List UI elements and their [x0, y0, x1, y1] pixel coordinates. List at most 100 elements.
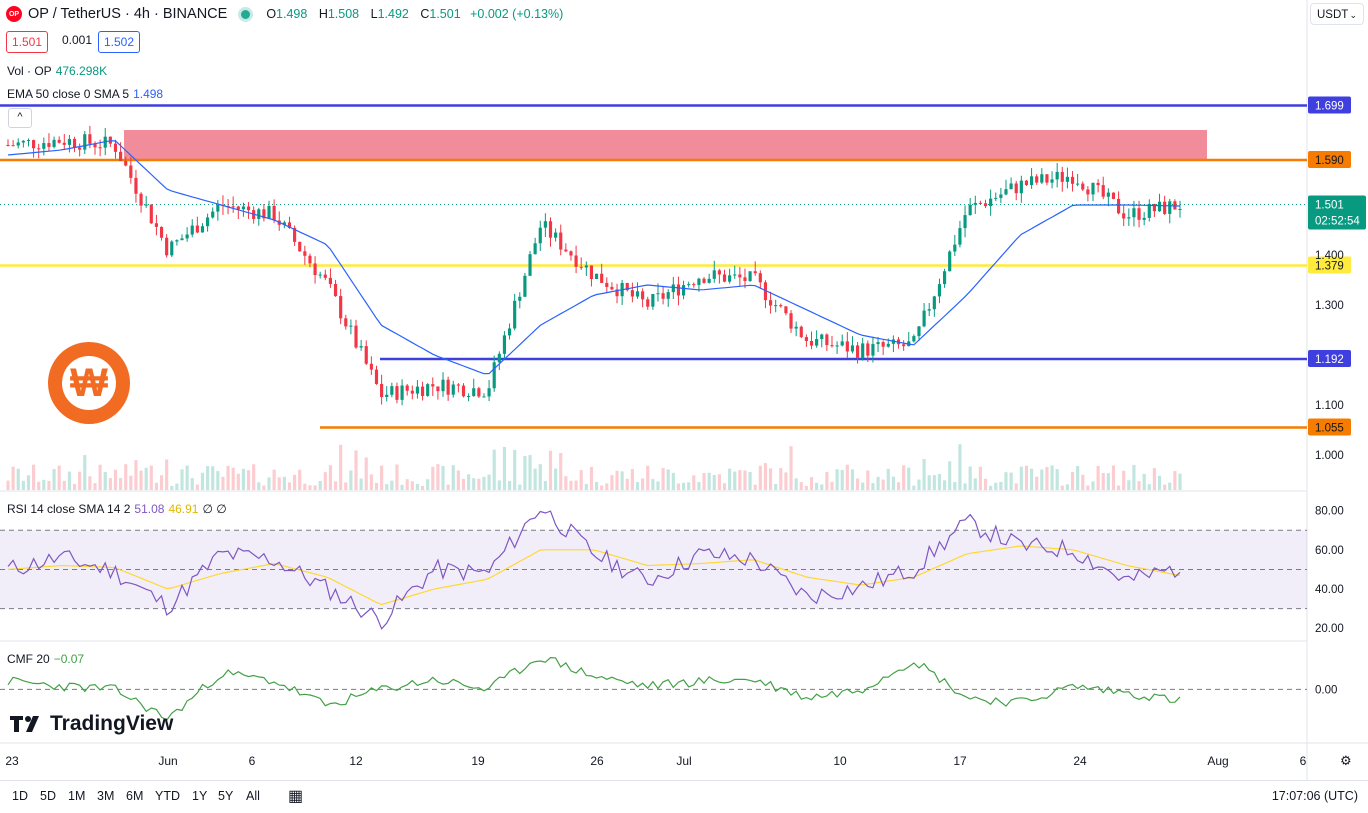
timeframe-3m[interactable]: 3M: [97, 789, 115, 803]
volume-bar: [886, 468, 890, 490]
candle-body: [482, 396, 486, 398]
utc-clock[interactable]: 17:07:06 (UTC): [1271, 789, 1358, 803]
candle-body: [830, 345, 834, 347]
candle-body: [333, 283, 338, 297]
timeframe-1y[interactable]: 1Y: [192, 789, 208, 803]
rsi-legend[interactable]: RSI 14 close SMA 14 2 51.08 46.91 ∅ ∅: [7, 502, 227, 516]
volume-bar: [467, 474, 471, 490]
candle-body: [175, 240, 179, 242]
volume-bar: [681, 482, 686, 490]
candle-body: [293, 227, 297, 242]
volume-bar: [78, 471, 82, 490]
volume-bar: [390, 480, 394, 490]
chevron-down-icon: ⌄: [1349, 10, 1357, 20]
candle-body: [738, 274, 742, 278]
chart-header: OP OP / TetherUS · 4h · BINANCE O1.498 H…: [0, 0, 1300, 60]
ohlc-readout: O1.498 H1.508 L1.492 C1.501 +0.002 (+0.1…: [266, 7, 564, 21]
candle-body: [1101, 185, 1105, 197]
candle-body: [543, 221, 547, 228]
cmf-legend[interactable]: CMF 20 −0.07: [7, 652, 85, 666]
volume-bar: [395, 464, 399, 490]
volume-bar: [620, 471, 624, 490]
symbol-info[interactable]: OP OP / TetherUS · 4h · BINANCE O1.498 H…: [6, 6, 563, 22]
candle-body: [359, 346, 363, 348]
price-chart[interactable]: 1.699 1.590 1.379 1.192 1.055 1.501 02:52:54 1.…: [0, 0, 1368, 780]
level-tag-1.699: [1308, 96, 1351, 114]
candle-body: [441, 379, 445, 392]
volume-bar: [635, 482, 640, 490]
timeframe-ytd[interactable]: YTD: [155, 789, 180, 803]
candle-body: [380, 383, 384, 398]
candle-body: [646, 299, 650, 307]
volume-legend[interactable]: Vol · OP 476.298K: [7, 64, 108, 78]
candle-body: [1111, 192, 1116, 199]
candle-body: [902, 344, 906, 347]
candle-body: [804, 337, 808, 341]
candle-body: [472, 388, 476, 396]
calendar-icon[interactable]: ▦: [288, 788, 304, 805]
candle-body: [1070, 176, 1075, 184]
candle-body: [185, 234, 189, 239]
buy-button[interactable]: 1.502: [98, 31, 141, 53]
sell-button[interactable]: 1.501: [6, 31, 49, 53]
rsi-tick: 80.00: [1315, 506, 1344, 518]
volume-bar: [1081, 474, 1085, 490]
candle-body: [190, 225, 194, 235]
ema-legend[interactable]: EMA 50 close 0 SMA 5 1.498: [7, 87, 164, 101]
volume-bar: [707, 472, 711, 490]
volume-bar: [712, 474, 716, 490]
candle-body: [180, 238, 184, 241]
currency-select[interactable]: USDT ⌄: [1310, 3, 1364, 25]
time-tick: 6: [249, 754, 256, 768]
candle-body: [1081, 183, 1085, 190]
symbol-title[interactable]: OP / TetherUS · 4h · BINANCE: [28, 6, 228, 22]
candle-body: [328, 277, 333, 284]
candle-body: [456, 384, 460, 386]
candle-body: [999, 194, 1003, 198]
volume-bar: [72, 484, 77, 490]
candle-body: [922, 310, 926, 327]
candle-body: [784, 306, 788, 314]
timeframe-all[interactable]: All: [246, 789, 260, 803]
volume-bar: [968, 466, 972, 490]
volume-bar: [963, 483, 967, 490]
candle-body: [815, 339, 819, 346]
candle-body: [569, 251, 573, 256]
volume-bar: [354, 450, 358, 490]
collapse-legend-button[interactable]: ^: [8, 108, 32, 128]
candle-body: [26, 140, 31, 142]
volume-bar: [1106, 473, 1110, 490]
volume-bar: [687, 482, 691, 490]
candle-body: [47, 143, 51, 147]
gear-icon[interactable]: ⚙: [1340, 754, 1352, 769]
volume-bar: [825, 471, 829, 490]
candle-body: [313, 263, 317, 276]
candle-body: [871, 344, 875, 356]
volume-bar: [907, 467, 911, 490]
volume-bar: [513, 449, 517, 490]
timeframe-1d[interactable]: 1D: [12, 789, 28, 803]
candle-body: [52, 139, 56, 147]
volume-bar: [339, 444, 343, 490]
tradingview-logo[interactable]: TradingView: [10, 712, 173, 736]
volume-bar: [482, 476, 486, 490]
volume-bar: [37, 481, 41, 490]
volume-bar: [855, 478, 860, 490]
candle-body: [37, 148, 41, 150]
timeframe-6m[interactable]: 6M: [126, 789, 144, 803]
volume-bar: [753, 484, 757, 490]
candle-body: [461, 385, 466, 397]
timeframe-5y[interactable]: 5Y: [218, 789, 234, 803]
candle-body: [139, 193, 143, 206]
volume-bar: [830, 481, 834, 490]
candle-body: [825, 334, 829, 346]
candle-body: [820, 334, 824, 340]
candle-body: [257, 209, 261, 219]
volume-bar: [1004, 472, 1008, 490]
timeframe-5d[interactable]: 5D: [40, 789, 56, 803]
timeframe-1m[interactable]: 1M: [68, 789, 86, 803]
candle-body: [1040, 174, 1044, 183]
volume-bar: [881, 479, 885, 490]
candle-body: [241, 206, 246, 210]
candle-body: [881, 342, 885, 347]
